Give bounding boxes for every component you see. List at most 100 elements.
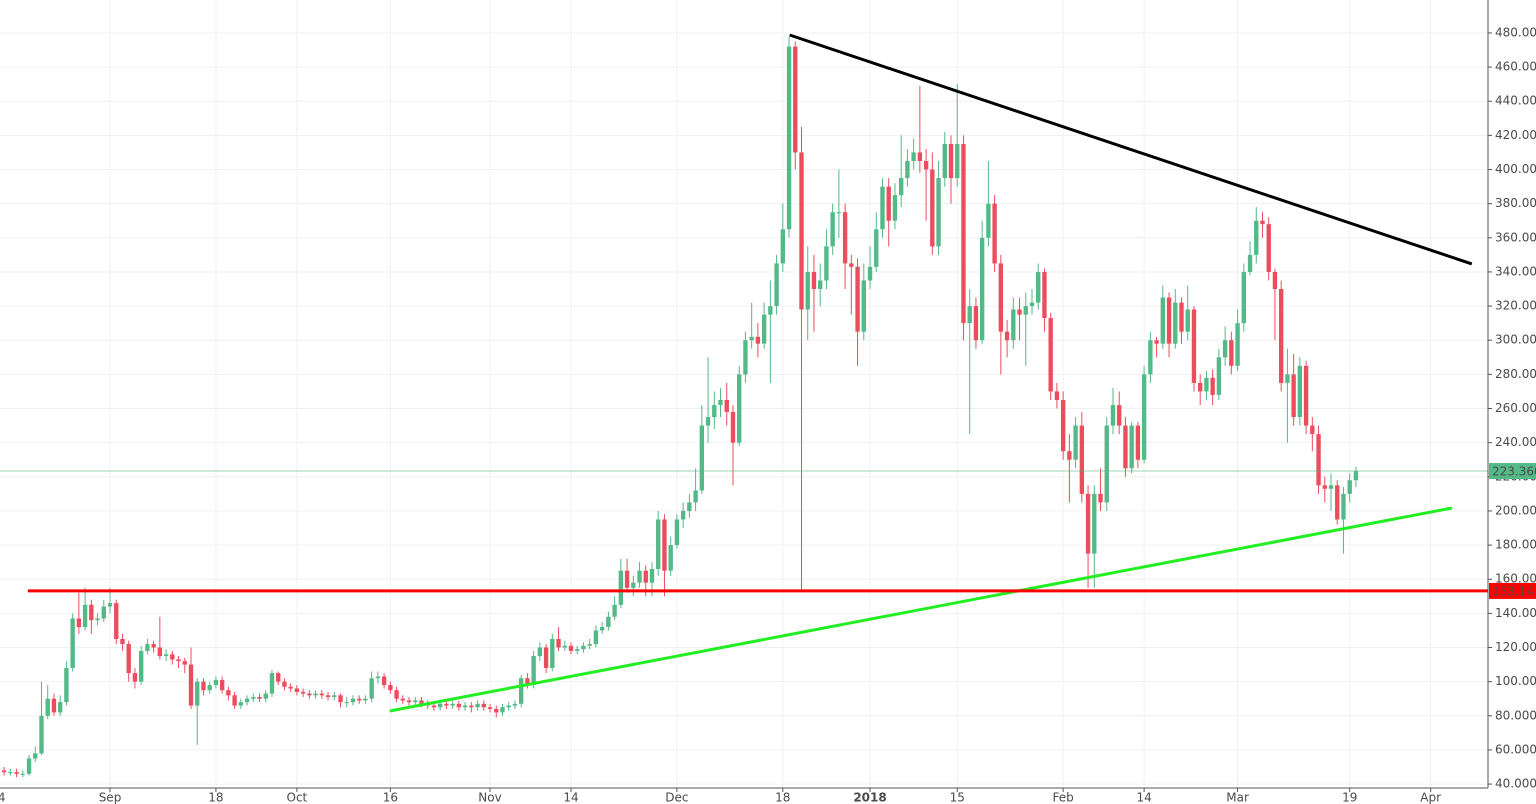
candle-body (1222, 340, 1228, 358)
candle-body (195, 681, 200, 706)
candle-body (730, 411, 736, 443)
candle-body (612, 604, 617, 617)
candle-body (836, 212, 842, 214)
x-tick-label: 15 (950, 791, 965, 804)
candle-body (394, 690, 399, 699)
candle-body (126, 644, 131, 674)
candle-body (138, 650, 144, 682)
candle-body (1023, 306, 1028, 315)
candle-body (606, 616, 611, 628)
candle-body (1048, 318, 1053, 392)
candle-body (1098, 493, 1103, 503)
y-tick-label: 40.000 (1495, 777, 1536, 791)
y-tick-label: 240.000 (1495, 435, 1536, 449)
candle-body (518, 678, 524, 704)
candle-body (649, 568, 655, 583)
candle-body (475, 703, 480, 708)
x-tick-label: Dec (665, 791, 688, 804)
candle-body (855, 266, 860, 332)
candle-body (257, 697, 262, 699)
x-tick-label: Nov (478, 791, 501, 804)
candle-body (57, 702, 63, 713)
candle-body (911, 152, 916, 161)
candle-body (263, 693, 268, 699)
candle-body (381, 676, 387, 686)
x-tick-label: Sep (99, 791, 122, 804)
candle-body (1260, 220, 1265, 225)
candle-body (1335, 485, 1340, 520)
candle-body (1341, 493, 1346, 520)
candle-body (1266, 224, 1271, 272)
candle-body (599, 627, 605, 631)
candle-body (151, 644, 156, 648)
candle-body (693, 490, 698, 503)
candle-body (824, 246, 829, 281)
candle-body (45, 698, 50, 716)
candle-body (232, 695, 237, 706)
plot (0, 36, 1359, 778)
candle-body (1054, 391, 1060, 400)
y-tick-label: 460.000 (1495, 60, 1536, 74)
candle-body (1017, 309, 1022, 315)
candle-body (1104, 425, 1109, 503)
candle-body (1347, 480, 1352, 494)
candle-body (132, 673, 138, 682)
candle-body (1241, 271, 1246, 324)
candle-body (419, 700, 424, 704)
candle-body (755, 336, 761, 344)
price-tag-label: 153.148 (1492, 584, 1536, 598)
candle-body (120, 638, 125, 645)
candle-body (973, 306, 979, 341)
candle-body (718, 399, 723, 406)
candle-body (319, 693, 325, 696)
candle-body (82, 604, 88, 628)
candle-body (450, 703, 455, 706)
y-tick-label: 340.000 (1495, 264, 1536, 278)
candle-body (114, 603, 119, 639)
candle-body (1179, 302, 1184, 332)
y-tick-label: 60.000 (1495, 742, 1536, 756)
candle-body (581, 645, 586, 650)
candle-body (587, 644, 592, 646)
candle-body (244, 698, 250, 703)
y-tick-label: 260.000 (1495, 401, 1536, 415)
candle-body (1036, 271, 1041, 303)
y-tick-label: 180.000 (1495, 538, 1536, 552)
candle-body (793, 46, 798, 153)
candle-body (662, 519, 667, 571)
y-tick-label: 400.000 (1495, 162, 1536, 176)
candle-body (170, 654, 175, 660)
candle-body (624, 570, 630, 588)
x-tick-label: 18 (208, 791, 223, 804)
candle-body (568, 645, 574, 651)
candle-body (942, 143, 947, 179)
candle-body (400, 698, 405, 701)
y-tick-label: 420.000 (1495, 128, 1536, 142)
candle-body (70, 618, 75, 668)
candle-body (1123, 425, 1128, 469)
y-tick-label: 100.000 (1495, 674, 1536, 688)
candle-body (886, 186, 891, 221)
candle-body (1291, 374, 1296, 418)
candle-body (307, 693, 312, 696)
candle-body (76, 618, 82, 628)
x-tick-label: 14 (0, 791, 6, 804)
candle-body (1328, 485, 1334, 489)
candle-body (1060, 399, 1066, 452)
candle-body (799, 152, 804, 310)
candle-body (830, 212, 835, 247)
candle-body (780, 229, 785, 264)
candle-body (163, 654, 169, 657)
candle-body (300, 691, 306, 694)
candle-body (556, 638, 561, 648)
trendline (789, 33, 1473, 266)
candle-body (51, 698, 57, 713)
candle-body (892, 195, 898, 221)
candle-body (1011, 309, 1016, 341)
y-tick-label: 440.000 (1495, 94, 1536, 108)
candle-body (276, 673, 281, 682)
candle-body (95, 618, 100, 621)
